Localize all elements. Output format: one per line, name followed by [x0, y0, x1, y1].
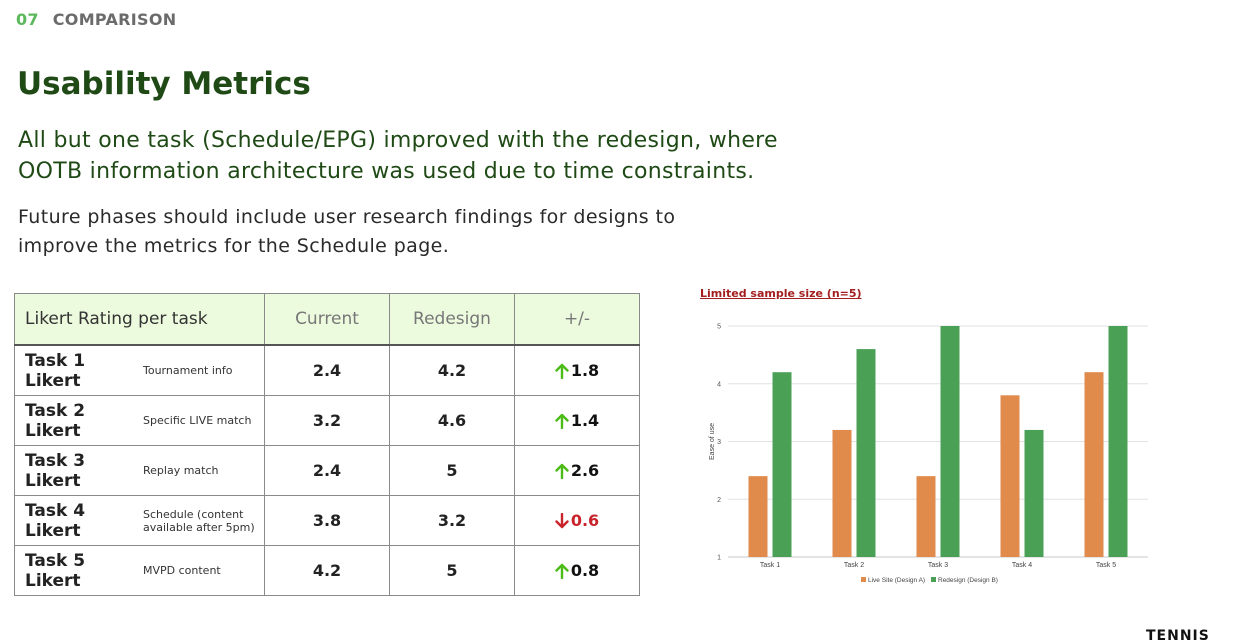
- delta-value: 0.8: [570, 561, 600, 580]
- delta-cell: 0.6: [514, 495, 640, 546]
- task-cell: Task 5 Likert MVPD content: [14, 545, 265, 596]
- x-tick-label: Task 5: [1096, 562, 1116, 569]
- bar-design-b: [1024, 429, 1044, 557]
- redesign-value: 5: [446, 561, 458, 580]
- task-name: Task 5 Likert: [25, 550, 86, 591]
- legend-label: Live Site (Design A): [868, 577, 925, 584]
- chart-title: Limited sample size (n=5): [700, 287, 862, 300]
- bar-design-b: [1108, 326, 1128, 557]
- bar-design-a: [916, 476, 936, 557]
- redesign-cell: 5: [389, 445, 515, 496]
- current-value: 3.8: [312, 511, 342, 530]
- task-cell: Task 3 Likert Replay match: [14, 445, 265, 496]
- redesign-cell: 3.2: [389, 495, 515, 546]
- current-cell: 3.2: [264, 395, 390, 446]
- x-tick-label: Task 1: [760, 562, 780, 569]
- task-description: Tournament info: [143, 364, 233, 377]
- arrow-up-icon: [555, 463, 569, 479]
- redesign-value: 4.2: [437, 361, 467, 380]
- current-cell: 2.4: [264, 344, 390, 396]
- delta-value: 2.6: [570, 461, 600, 480]
- bar-design-a: [832, 429, 852, 557]
- arrow-up-icon: [555, 363, 569, 379]
- subtitle: All but one task (Schedule/EPG) improved…: [18, 128, 778, 184]
- x-tick-label: Task 4: [1012, 562, 1032, 569]
- column-header-current: Current: [264, 293, 390, 346]
- section-name: COMPARISON: [52, 10, 177, 29]
- table-row: Task 1 Likert Tournament info 2.4 4.2 1.8: [14, 344, 640, 396]
- table-row: Task 4 Likert Schedule (content available…: [14, 495, 640, 546]
- bar-design-a: [748, 476, 768, 557]
- x-tick-label: Task 3: [928, 562, 948, 569]
- bar-design-a: [1000, 395, 1020, 557]
- delta-value: 1.4: [570, 411, 600, 430]
- current-value: 4.2: [312, 561, 342, 580]
- bar-chart: 1 2 3 4 5 Task 1 Task 2 Task 3 Task 4 Task 5 Ease …: [709, 324, 1148, 584]
- y-tick-label: 2: [717, 497, 721, 504]
- task-name: Task 1 Likert: [25, 350, 86, 391]
- y-axis-label: Ease of use: [709, 423, 716, 460]
- delta-cell: 0.8: [514, 545, 640, 596]
- table-row: Task 2 Likert Specific LIVE match 3.2 4.6 1.…: [14, 395, 640, 446]
- current-value: 3.2: [312, 411, 342, 430]
- table-header-row: Likert Rating per task Current Redesign …: [14, 293, 640, 346]
- bar-design-b: [856, 349, 876, 557]
- column-header-task: Likert Rating per task: [14, 293, 265, 346]
- redesign-value: 5: [446, 461, 458, 480]
- table-row: Task 3 Likert Replay match 2.4 5 2.6: [14, 445, 640, 496]
- redesign-cell: 4.6: [389, 395, 515, 446]
- likert-table: Likert Rating per task Current Redesign …: [14, 293, 640, 596]
- legend-label: Redesign (Design B): [938, 577, 998, 584]
- task-description: Schedule (content available after 5pm): [143, 507, 255, 534]
- column-header-delta: +/-: [514, 293, 640, 346]
- arrow-up-icon: [555, 563, 569, 579]
- current-cell: 4.2: [264, 545, 390, 596]
- column-header-redesign: Redesign: [389, 293, 515, 346]
- task-name: Task 3 Likert: [25, 450, 86, 491]
- delta-value: 1.8: [570, 361, 600, 380]
- table-body: Task 1 Likert Tournament info 2.4 4.2 1.8 Tas…: [14, 344, 640, 596]
- redesign-cell: 5: [389, 545, 515, 596]
- page-title: Usability Metrics: [17, 66, 311, 102]
- task-cell: Task 2 Likert Specific LIVE match: [14, 395, 265, 446]
- chart-container: 1 2 3 4 5 Task 1 Task 2 Task 3 Task 4 Task 5 Ease …: [700, 284, 1170, 594]
- redesign-value: 3.2: [437, 511, 467, 530]
- current-cell: 3.8: [264, 495, 390, 546]
- delta-cell: 1.8: [514, 344, 640, 396]
- delta-cell: 2.6: [514, 445, 640, 496]
- task-description: Specific LIVE match: [143, 414, 252, 427]
- arrow-up-icon: [555, 413, 569, 429]
- bar-design-b: [772, 372, 792, 557]
- task-description: MVPD content: [143, 564, 221, 577]
- task-cell: Task 1 Likert Tournament info: [14, 344, 265, 396]
- tennis-logo: TENNIS: [1146, 628, 1210, 644]
- body-text: Future phases should include user resear…: [18, 206, 676, 257]
- section-label: 07 COMPARISON: [16, 10, 176, 29]
- delta-value: 0.6: [570, 511, 600, 530]
- y-tick-label: 5: [717, 324, 721, 331]
- legend-swatch: [931, 577, 936, 582]
- current-value: 2.4: [312, 461, 342, 480]
- y-tick-label: 1: [717, 555, 721, 562]
- bar-design-a: [1084, 372, 1104, 557]
- x-tick-label: Task 2: [844, 562, 864, 569]
- current-cell: 2.4: [264, 445, 390, 496]
- arrow-down-icon: [555, 513, 569, 529]
- redesign-cell: 4.2: [389, 344, 515, 396]
- y-tick-label: 3: [717, 439, 721, 446]
- task-name: Task 2 Likert: [25, 400, 86, 441]
- task-cell: Task 4 Likert Schedule (content available…: [14, 495, 265, 546]
- task-description: Replay match: [143, 464, 219, 477]
- redesign-value: 4.6: [437, 411, 467, 430]
- section-number: 07: [16, 10, 39, 29]
- y-tick-label: 4: [717, 381, 721, 388]
- bar-design-b: [940, 326, 960, 557]
- table-row: Task 5 Likert MVPD content 4.2 5 0.8: [14, 545, 640, 596]
- delta-cell: 1.4: [514, 395, 640, 446]
- legend-swatch: [861, 577, 866, 582]
- current-value: 2.4: [312, 361, 342, 380]
- task-name: Task 4 Likert: [25, 500, 86, 541]
